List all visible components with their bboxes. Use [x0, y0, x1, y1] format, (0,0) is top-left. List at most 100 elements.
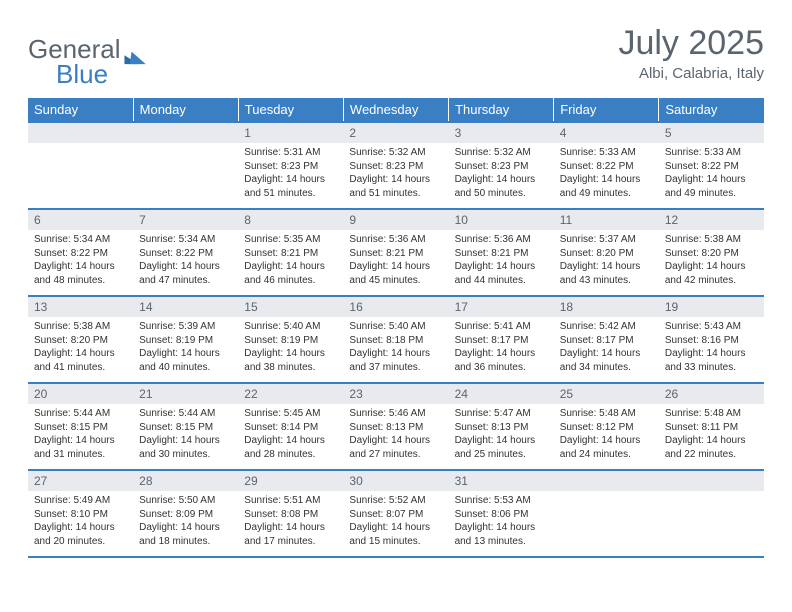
- day-number: 23: [343, 384, 448, 404]
- day-cell: 30Sunrise: 5:52 AMSunset: 8:07 PMDayligh…: [343, 470, 448, 557]
- day-of-week-row: SundayMondayTuesdayWednesdayThursdayFrid…: [28, 98, 764, 122]
- day-body: Sunrise: 5:52 AMSunset: 8:07 PMDaylight:…: [343, 491, 448, 556]
- day-cell: 20Sunrise: 5:44 AMSunset: 8:15 PMDayligh…: [28, 383, 133, 470]
- day-cell: 1Sunrise: 5:31 AMSunset: 8:23 PMDaylight…: [238, 122, 343, 209]
- logo-icon: [124, 49, 148, 65]
- day-number: 26: [659, 384, 764, 404]
- day-body: Sunrise: 5:47 AMSunset: 8:13 PMDaylight:…: [449, 404, 554, 469]
- day-body: Sunrise: 5:41 AMSunset: 8:17 PMDaylight:…: [449, 317, 554, 382]
- day-number: 24: [449, 384, 554, 404]
- day-cell: 23Sunrise: 5:46 AMSunset: 8:13 PMDayligh…: [343, 383, 448, 470]
- day-cell: 16Sunrise: 5:40 AMSunset: 8:18 PMDayligh…: [343, 296, 448, 383]
- calendar-body: 1Sunrise: 5:31 AMSunset: 8:23 PMDaylight…: [28, 122, 764, 557]
- day-body: Sunrise: 5:32 AMSunset: 8:23 PMDaylight:…: [449, 143, 554, 208]
- dow-tuesday: Tuesday: [238, 98, 343, 122]
- day-number: 9: [343, 210, 448, 230]
- empty-cell: [28, 122, 133, 209]
- day-number: 3: [449, 123, 554, 143]
- day-number: 1: [238, 123, 343, 143]
- day-number: 27: [28, 471, 133, 491]
- day-number: 11: [554, 210, 659, 230]
- day-number: 17: [449, 297, 554, 317]
- week-row: 27Sunrise: 5:49 AMSunset: 8:10 PMDayligh…: [28, 470, 764, 557]
- day-cell: 27Sunrise: 5:49 AMSunset: 8:10 PMDayligh…: [28, 470, 133, 557]
- day-number: 16: [343, 297, 448, 317]
- dow-monday: Monday: [133, 98, 238, 122]
- day-cell: 6Sunrise: 5:34 AMSunset: 8:22 PMDaylight…: [28, 209, 133, 296]
- day-cell: 2Sunrise: 5:32 AMSunset: 8:23 PMDaylight…: [343, 122, 448, 209]
- day-body: Sunrise: 5:37 AMSunset: 8:20 PMDaylight:…: [554, 230, 659, 295]
- day-number: 15: [238, 297, 343, 317]
- day-body: Sunrise: 5:32 AMSunset: 8:23 PMDaylight:…: [343, 143, 448, 208]
- day-number: 10: [449, 210, 554, 230]
- day-body: Sunrise: 5:36 AMSunset: 8:21 PMDaylight:…: [449, 230, 554, 295]
- day-body: Sunrise: 5:38 AMSunset: 8:20 PMDaylight:…: [659, 230, 764, 295]
- day-number: 4: [554, 123, 659, 143]
- empty-cell: [659, 470, 764, 557]
- day-number: 13: [28, 297, 133, 317]
- header: GeneralBlue July 2025 Albi, Calabria, It…: [28, 24, 764, 90]
- day-body: Sunrise: 5:44 AMSunset: 8:15 PMDaylight:…: [28, 404, 133, 469]
- day-cell: 14Sunrise: 5:39 AMSunset: 8:19 PMDayligh…: [133, 296, 238, 383]
- day-cell: 13Sunrise: 5:38 AMSunset: 8:20 PMDayligh…: [28, 296, 133, 383]
- day-number: 5: [659, 123, 764, 143]
- empty-cell: [133, 122, 238, 209]
- day-number: 12: [659, 210, 764, 230]
- day-body: Sunrise: 5:46 AMSunset: 8:13 PMDaylight:…: [343, 404, 448, 469]
- day-body: Sunrise: 5:50 AMSunset: 8:09 PMDaylight:…: [133, 491, 238, 556]
- logo: GeneralBlue: [28, 24, 148, 90]
- day-number: 2: [343, 123, 448, 143]
- day-body: Sunrise: 5:45 AMSunset: 8:14 PMDaylight:…: [238, 404, 343, 469]
- day-number: 6: [28, 210, 133, 230]
- day-body: Sunrise: 5:31 AMSunset: 8:23 PMDaylight:…: [238, 143, 343, 208]
- day-body: Sunrise: 5:51 AMSunset: 8:08 PMDaylight:…: [238, 491, 343, 556]
- day-body: Sunrise: 5:48 AMSunset: 8:12 PMDaylight:…: [554, 404, 659, 469]
- dow-friday: Friday: [554, 98, 659, 122]
- day-body: Sunrise: 5:39 AMSunset: 8:19 PMDaylight:…: [133, 317, 238, 382]
- day-body: Sunrise: 5:43 AMSunset: 8:16 PMDaylight:…: [659, 317, 764, 382]
- day-number: 22: [238, 384, 343, 404]
- dow-thursday: Thursday: [449, 98, 554, 122]
- title-block: July 2025 Albi, Calabria, Italy: [618, 24, 764, 82]
- day-body: Sunrise: 5:42 AMSunset: 8:17 PMDaylight:…: [554, 317, 659, 382]
- day-cell: 18Sunrise: 5:42 AMSunset: 8:17 PMDayligh…: [554, 296, 659, 383]
- day-cell: 11Sunrise: 5:37 AMSunset: 8:20 PMDayligh…: [554, 209, 659, 296]
- day-number: 21: [133, 384, 238, 404]
- week-row: 20Sunrise: 5:44 AMSunset: 8:15 PMDayligh…: [28, 383, 764, 470]
- dow-wednesday: Wednesday: [343, 98, 448, 122]
- day-number: 8: [238, 210, 343, 230]
- day-body: Sunrise: 5:49 AMSunset: 8:10 PMDaylight:…: [28, 491, 133, 556]
- week-row: 1Sunrise: 5:31 AMSunset: 8:23 PMDaylight…: [28, 122, 764, 209]
- day-body: Sunrise: 5:38 AMSunset: 8:20 PMDaylight:…: [28, 317, 133, 382]
- day-number: 31: [449, 471, 554, 491]
- day-cell: 5Sunrise: 5:33 AMSunset: 8:22 PMDaylight…: [659, 122, 764, 209]
- day-body: Sunrise: 5:40 AMSunset: 8:19 PMDaylight:…: [238, 317, 343, 382]
- day-number: 19: [659, 297, 764, 317]
- day-cell: 17Sunrise: 5:41 AMSunset: 8:17 PMDayligh…: [449, 296, 554, 383]
- dow-sunday: Sunday: [28, 98, 133, 122]
- day-number: 18: [554, 297, 659, 317]
- day-body: Sunrise: 5:40 AMSunset: 8:18 PMDaylight:…: [343, 317, 448, 382]
- day-cell: 12Sunrise: 5:38 AMSunset: 8:20 PMDayligh…: [659, 209, 764, 296]
- week-row: 6Sunrise: 5:34 AMSunset: 8:22 PMDaylight…: [28, 209, 764, 296]
- day-cell: 28Sunrise: 5:50 AMSunset: 8:09 PMDayligh…: [133, 470, 238, 557]
- day-number: 28: [133, 471, 238, 491]
- day-cell: 31Sunrise: 5:53 AMSunset: 8:06 PMDayligh…: [449, 470, 554, 557]
- day-number: 30: [343, 471, 448, 491]
- day-number: 14: [133, 297, 238, 317]
- day-body: Sunrise: 5:34 AMSunset: 8:22 PMDaylight:…: [28, 230, 133, 295]
- day-number: 7: [133, 210, 238, 230]
- day-body: Sunrise: 5:33 AMSunset: 8:22 PMDaylight:…: [554, 143, 659, 208]
- day-cell: 21Sunrise: 5:44 AMSunset: 8:15 PMDayligh…: [133, 383, 238, 470]
- week-row: 13Sunrise: 5:38 AMSunset: 8:20 PMDayligh…: [28, 296, 764, 383]
- empty-cell: [554, 470, 659, 557]
- day-body: Sunrise: 5:44 AMSunset: 8:15 PMDaylight:…: [133, 404, 238, 469]
- page-title: July 2025: [618, 24, 764, 63]
- day-cell: 29Sunrise: 5:51 AMSunset: 8:08 PMDayligh…: [238, 470, 343, 557]
- day-number: 29: [238, 471, 343, 491]
- day-body: Sunrise: 5:48 AMSunset: 8:11 PMDaylight:…: [659, 404, 764, 469]
- day-number: 20: [28, 384, 133, 404]
- dow-saturday: Saturday: [659, 98, 764, 122]
- day-cell: 25Sunrise: 5:48 AMSunset: 8:12 PMDayligh…: [554, 383, 659, 470]
- day-cell: 7Sunrise: 5:34 AMSunset: 8:22 PMDaylight…: [133, 209, 238, 296]
